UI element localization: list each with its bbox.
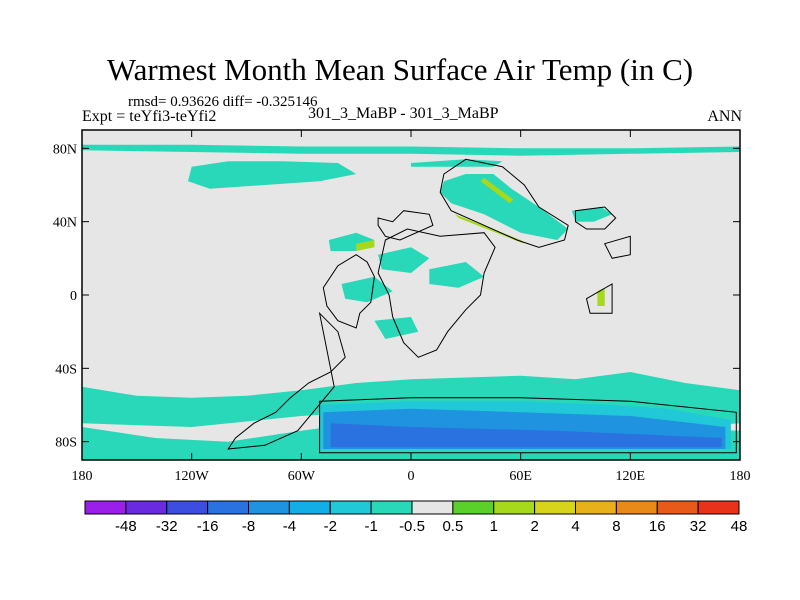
anomaly-region-north-america-high-lat <box>188 161 357 189</box>
colorbar-label: -0.5 <box>399 518 425 535</box>
anomaly-region-asia-green-stripe-2 <box>480 177 514 204</box>
colorbar-label: 32 <box>690 518 707 535</box>
anomaly-region-africa-green <box>356 240 375 251</box>
y-tick-label: 80S <box>55 436 77 451</box>
colorbar-label: 8 <box>612 518 620 535</box>
x-tick-label: 180 <box>72 469 93 484</box>
anomaly-region-asia-zone <box>440 174 569 240</box>
x-tick-label: 60W <box>288 469 316 484</box>
colorbar: -48 -32 -16 -8 -4 -2 -1 -0.5 0.5 1 2 4 8 16 32 48 <box>84 500 748 535</box>
colorbar-swatch <box>329 500 372 515</box>
colorbar-swatch <box>370 500 413 515</box>
x-tick-label: 180 <box>730 469 751 484</box>
axes-layer: 180 120W 60W 0 60E 120E 180 80N 40N 0 40S 80S <box>53 129 751 484</box>
x-tick-label: 60E <box>509 469 532 484</box>
colorbar-label: 48 <box>731 518 748 535</box>
y-tick-label: 0 <box>70 289 77 304</box>
y-tick-label: 40S <box>55 362 77 377</box>
experiment-label: Expt = teYfi3-teYfi2 <box>82 108 217 125</box>
x-tick-label: 120W <box>175 469 210 484</box>
colorbar-swatch <box>575 500 617 515</box>
land-outline-2 <box>227 311 346 450</box>
colorbar-swatch <box>288 500 331 515</box>
land-outline-7 <box>585 283 613 314</box>
land-outline-3 <box>439 158 569 248</box>
colorbar-swatch <box>656 500 699 515</box>
colorbar-swatch <box>697 500 740 515</box>
colorbar-swatch <box>207 500 249 515</box>
anomaly-region-africa-blob-3 <box>429 262 485 288</box>
colorbar-label: 0.5 <box>442 518 463 535</box>
map-layer <box>82 130 740 460</box>
cases-label: 301_3_MaBP - 301_3_MaBP <box>308 105 499 122</box>
anomaly-region-asia-green-stripe <box>454 214 525 244</box>
anomaly-region-africa-blob-5 <box>374 317 419 339</box>
colorbar-swatch <box>248 500 290 515</box>
colorbar-swatch <box>534 500 576 515</box>
colorbar-label: -48 <box>115 518 137 535</box>
land-outline-0 <box>377 210 434 241</box>
anomaly-region-arctic-band <box>82 144 740 156</box>
colorbar-swatch <box>125 500 168 515</box>
colorbar-label: -32 <box>156 518 178 535</box>
colorbar-swatch <box>452 500 495 515</box>
land-outline-6 <box>575 206 617 230</box>
x-tick-label: 0 <box>408 469 415 484</box>
colorbar-label: 16 <box>649 518 666 535</box>
colorbar-label: -8 <box>242 518 255 535</box>
colorbar-label: 4 <box>571 518 579 535</box>
land-outline-4 <box>377 228 496 358</box>
anomaly-region-africa-blob-4 <box>341 276 393 303</box>
colorbar-swatch <box>166 500 209 515</box>
colorbar-swatch <box>411 500 454 515</box>
colorbar-label: 2 <box>530 518 538 535</box>
y-tick-label: 40N <box>53 216 77 231</box>
anomaly-region-arctic-strip-east <box>411 159 503 167</box>
stats-line: rmsd= 0.93626 diff= -0.325146 <box>128 94 318 110</box>
colorbar-swatch <box>493 500 536 515</box>
anomaly-region-east-asia-patch <box>571 207 613 222</box>
anomaly-region-africa-blob-2 <box>378 247 430 273</box>
land-outline-8 <box>603 235 631 259</box>
colorbar-label: -16 <box>197 518 219 535</box>
anomaly-region-antarctic-core <box>330 423 722 448</box>
colorbar-label: -4 <box>283 518 296 535</box>
period-label: ANN <box>707 108 742 125</box>
colorbar-label: -1 <box>364 518 377 535</box>
land-outline-1 <box>322 254 375 329</box>
colorbar-label: -2 <box>324 518 337 535</box>
anomaly-region-se-asia-patch <box>597 287 605 306</box>
x-tick-label: 120E <box>616 469 646 484</box>
chart-title: Warmest Month Mean Surface Air Temp (in … <box>106 52 694 87</box>
y-tick-label: 80N <box>53 142 77 157</box>
colorbar-swatch <box>615 500 658 515</box>
colorbar-swatch <box>84 500 127 515</box>
colorbar-label: 1 <box>490 518 498 535</box>
land-outline-5 <box>319 397 737 454</box>
